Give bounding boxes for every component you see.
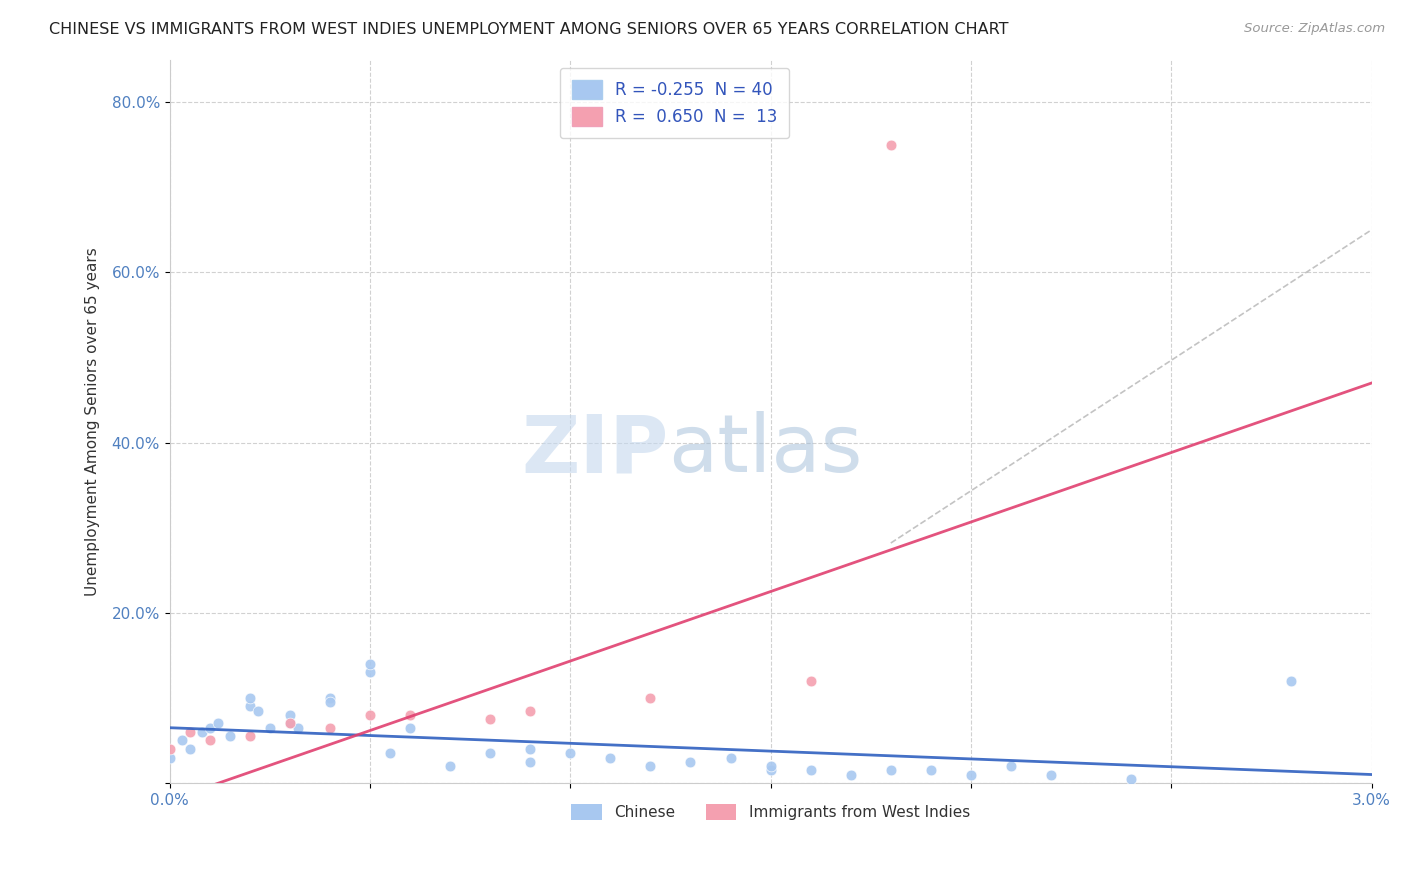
- Point: [399, 721, 422, 735]
- Point: [198, 721, 221, 735]
- Point: [519, 755, 541, 769]
- Point: [319, 721, 342, 735]
- Point: [479, 746, 502, 760]
- Point: [218, 729, 240, 743]
- Point: [239, 699, 262, 714]
- Point: [207, 716, 229, 731]
- Point: [599, 750, 621, 764]
- Point: [1040, 767, 1063, 781]
- Point: [720, 750, 742, 764]
- Point: [560, 746, 582, 760]
- Point: [479, 712, 502, 726]
- Point: [319, 690, 342, 705]
- Point: [170, 733, 193, 747]
- Point: [920, 764, 942, 778]
- Text: atlas: atlas: [668, 411, 863, 489]
- Point: [679, 755, 702, 769]
- Text: Source: ZipAtlas.com: Source: ZipAtlas.com: [1244, 22, 1385, 36]
- Text: ZIP: ZIP: [522, 411, 668, 489]
- Point: [198, 733, 221, 747]
- Point: [359, 665, 381, 680]
- Point: [640, 759, 662, 773]
- Point: [239, 690, 262, 705]
- Point: [640, 690, 662, 705]
- Point: [378, 746, 401, 760]
- Point: [1281, 673, 1303, 688]
- Point: [399, 708, 422, 723]
- Point: [880, 764, 903, 778]
- Point: [259, 721, 281, 735]
- Point: [960, 767, 983, 781]
- Text: CHINESE VS IMMIGRANTS FROM WEST INDIES UNEMPLOYMENT AMONG SENIORS OVER 65 YEARS : CHINESE VS IMMIGRANTS FROM WEST INDIES U…: [49, 22, 1008, 37]
- Point: [439, 759, 461, 773]
- Point: [319, 695, 342, 709]
- Y-axis label: Unemployment Among Seniors over 65 years: Unemployment Among Seniors over 65 years: [86, 247, 100, 596]
- Point: [278, 708, 301, 723]
- Point: [239, 729, 262, 743]
- Point: [519, 742, 541, 756]
- Point: [839, 767, 862, 781]
- Point: [359, 657, 381, 671]
- Point: [359, 708, 381, 723]
- Point: [759, 759, 782, 773]
- Point: [246, 704, 269, 718]
- Point: [179, 742, 201, 756]
- Point: [800, 764, 823, 778]
- Point: [159, 750, 181, 764]
- Point: [519, 704, 541, 718]
- Point: [1000, 759, 1022, 773]
- Point: [759, 764, 782, 778]
- Point: [190, 725, 212, 739]
- Point: [287, 721, 309, 735]
- Point: [179, 725, 201, 739]
- Point: [880, 137, 903, 152]
- Point: [1121, 772, 1143, 786]
- Point: [800, 673, 823, 688]
- Point: [159, 742, 181, 756]
- Point: [278, 716, 301, 731]
- Point: [278, 716, 301, 731]
- Legend: Chinese, Immigrants from West Indies: Chinese, Immigrants from West Indies: [565, 797, 976, 826]
